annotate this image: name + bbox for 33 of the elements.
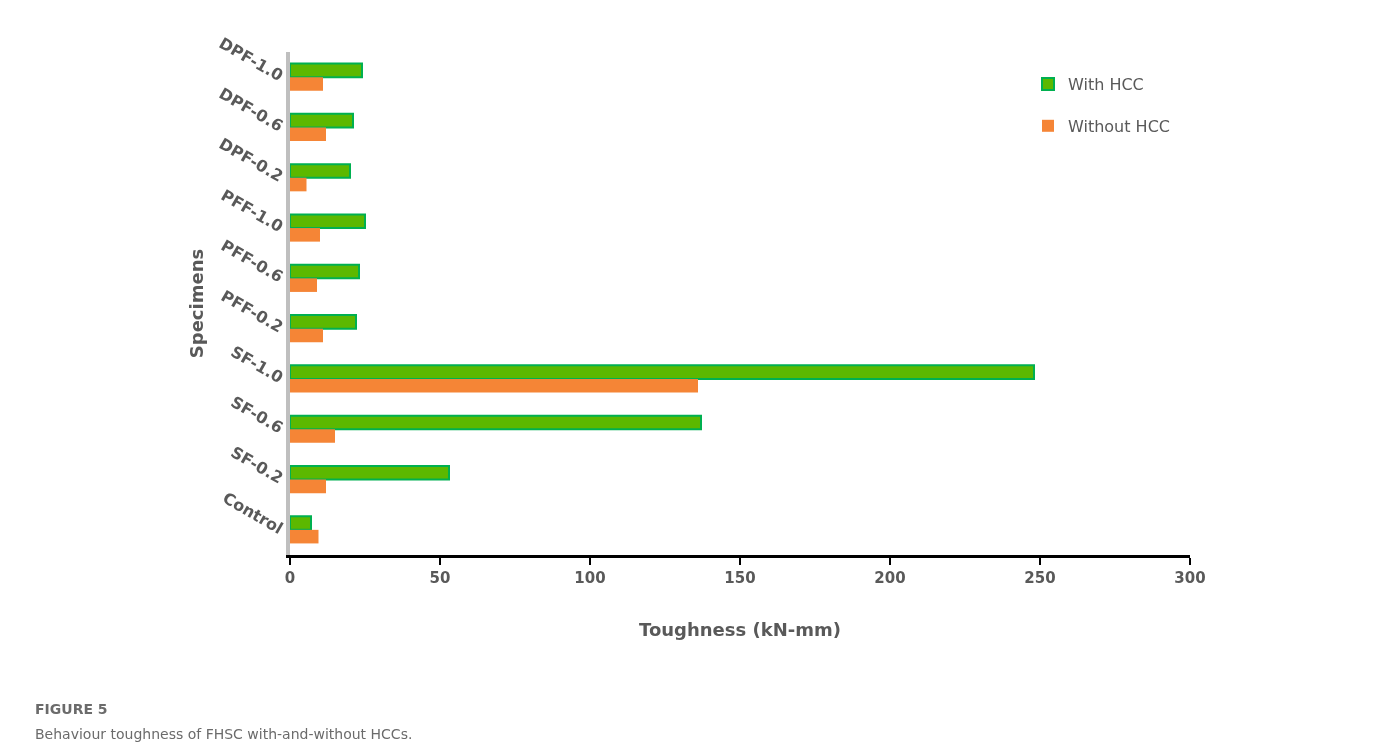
bar bbox=[290, 414, 702, 431]
bar bbox=[290, 479, 326, 494]
bar bbox=[290, 177, 307, 192]
bar bbox=[290, 515, 312, 531]
bar bbox=[290, 263, 360, 280]
x-tick-label: 250 bbox=[1024, 568, 1056, 587]
x-axis-title: Toughness (kN-mm) bbox=[639, 618, 841, 640]
bar bbox=[290, 529, 319, 544]
bar bbox=[290, 112, 354, 129]
y-axis-title: Specimens bbox=[186, 248, 208, 359]
bar bbox=[290, 429, 335, 443]
bar bbox=[290, 127, 326, 142]
bar bbox=[290, 378, 698, 393]
bar bbox=[290, 163, 351, 179]
bar bbox=[290, 213, 366, 230]
caption: FIGURE 5 bbox=[35, 701, 108, 717]
legend-label: Without HCC bbox=[1068, 117, 1170, 137]
bar bbox=[290, 328, 323, 343]
x-tick-label: 0 bbox=[284, 568, 296, 587]
bar bbox=[290, 464, 450, 481]
bar bbox=[290, 314, 357, 330]
x-tick-label: 100 bbox=[574, 568, 606, 587]
x-tick-label: 150 bbox=[724, 568, 756, 587]
x-tick-label: 50 bbox=[429, 568, 451, 587]
bar bbox=[290, 364, 1035, 380]
bar bbox=[290, 62, 363, 79]
bar bbox=[290, 228, 320, 242]
bar bbox=[290, 77, 323, 91]
legend-label: With HCC bbox=[1068, 75, 1144, 95]
text: Behaviour toughness of FHSC with-and-without HCCs. bbox=[35, 726, 413, 742]
x-tick-label: 300 bbox=[1174, 568, 1206, 587]
bar bbox=[290, 278, 317, 292]
x-tick-label: 200 bbox=[874, 568, 906, 587]
